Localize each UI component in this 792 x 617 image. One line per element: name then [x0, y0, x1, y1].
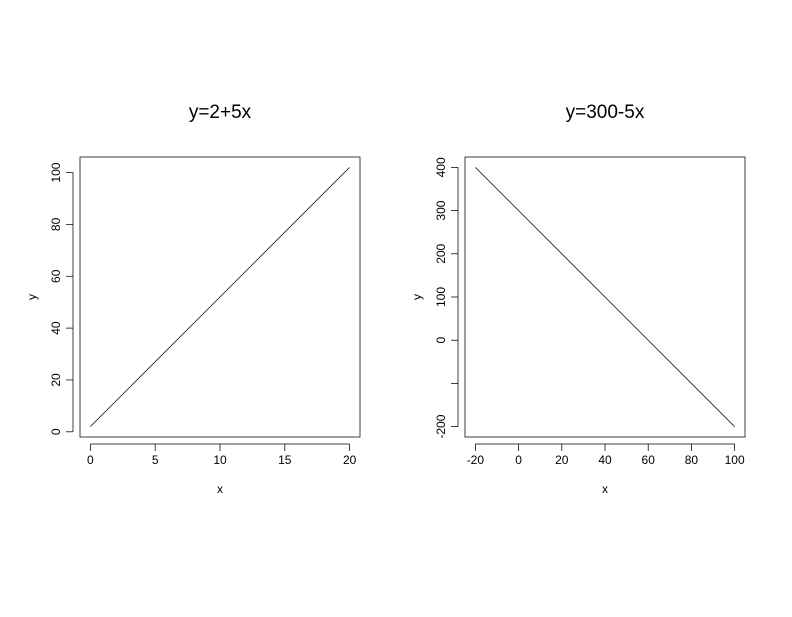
y-tick-label: 80	[49, 217, 63, 231]
y-axis-title: y	[25, 294, 39, 300]
chart-title: y=2+5x	[189, 102, 252, 123]
y-axis-title: y	[410, 294, 424, 300]
chart-panel-2: y=300-5x-20 0 20 40 60 80 100-2000100200300400…	[410, 102, 746, 496]
x-tick-label: 5	[152, 453, 159, 467]
y-tick-label: 20	[49, 373, 63, 387]
y-tick-label: 40	[49, 321, 63, 335]
y-tick-label: 200	[434, 243, 448, 263]
x-tick-label: 100	[725, 453, 745, 467]
y-tick-label: 100	[434, 287, 448, 307]
x-tick-label: 80	[685, 453, 699, 467]
y-tick-label: 0	[49, 428, 63, 435]
x-tick-label: 40	[598, 453, 612, 467]
plot-frame	[464, 156, 746, 438]
chart-panel-1: y=2+5x 0 5 10 15 20 0 20 40 60 80 100 x y	[25, 102, 361, 496]
x-tick-label: -20	[467, 453, 485, 467]
y-tick-label: -200	[434, 414, 448, 438]
chart-title: y=300-5x	[566, 102, 645, 123]
x-tick-label: 10	[213, 453, 227, 467]
y-tick-label: 100	[49, 162, 63, 182]
y-tick-label: 400	[434, 157, 448, 177]
x-tick-label: 60	[642, 453, 656, 467]
y-tick-label: 60	[49, 269, 63, 283]
series-line	[475, 167, 735, 427]
x-axis-title: x	[602, 482, 608, 496]
x-tick-label: 0	[87, 453, 94, 467]
y-tick-label: 0	[434, 337, 448, 344]
x-tick-label: 20	[555, 453, 569, 467]
series-line	[90, 167, 350, 427]
x-tick-label: 20	[343, 453, 357, 467]
y-tick-label: 300	[434, 200, 448, 220]
plot-frame	[79, 156, 361, 438]
x-axis-title: x	[217, 482, 223, 496]
x-tick-label: 15	[278, 453, 292, 467]
x-tick-label: 0	[515, 453, 522, 467]
